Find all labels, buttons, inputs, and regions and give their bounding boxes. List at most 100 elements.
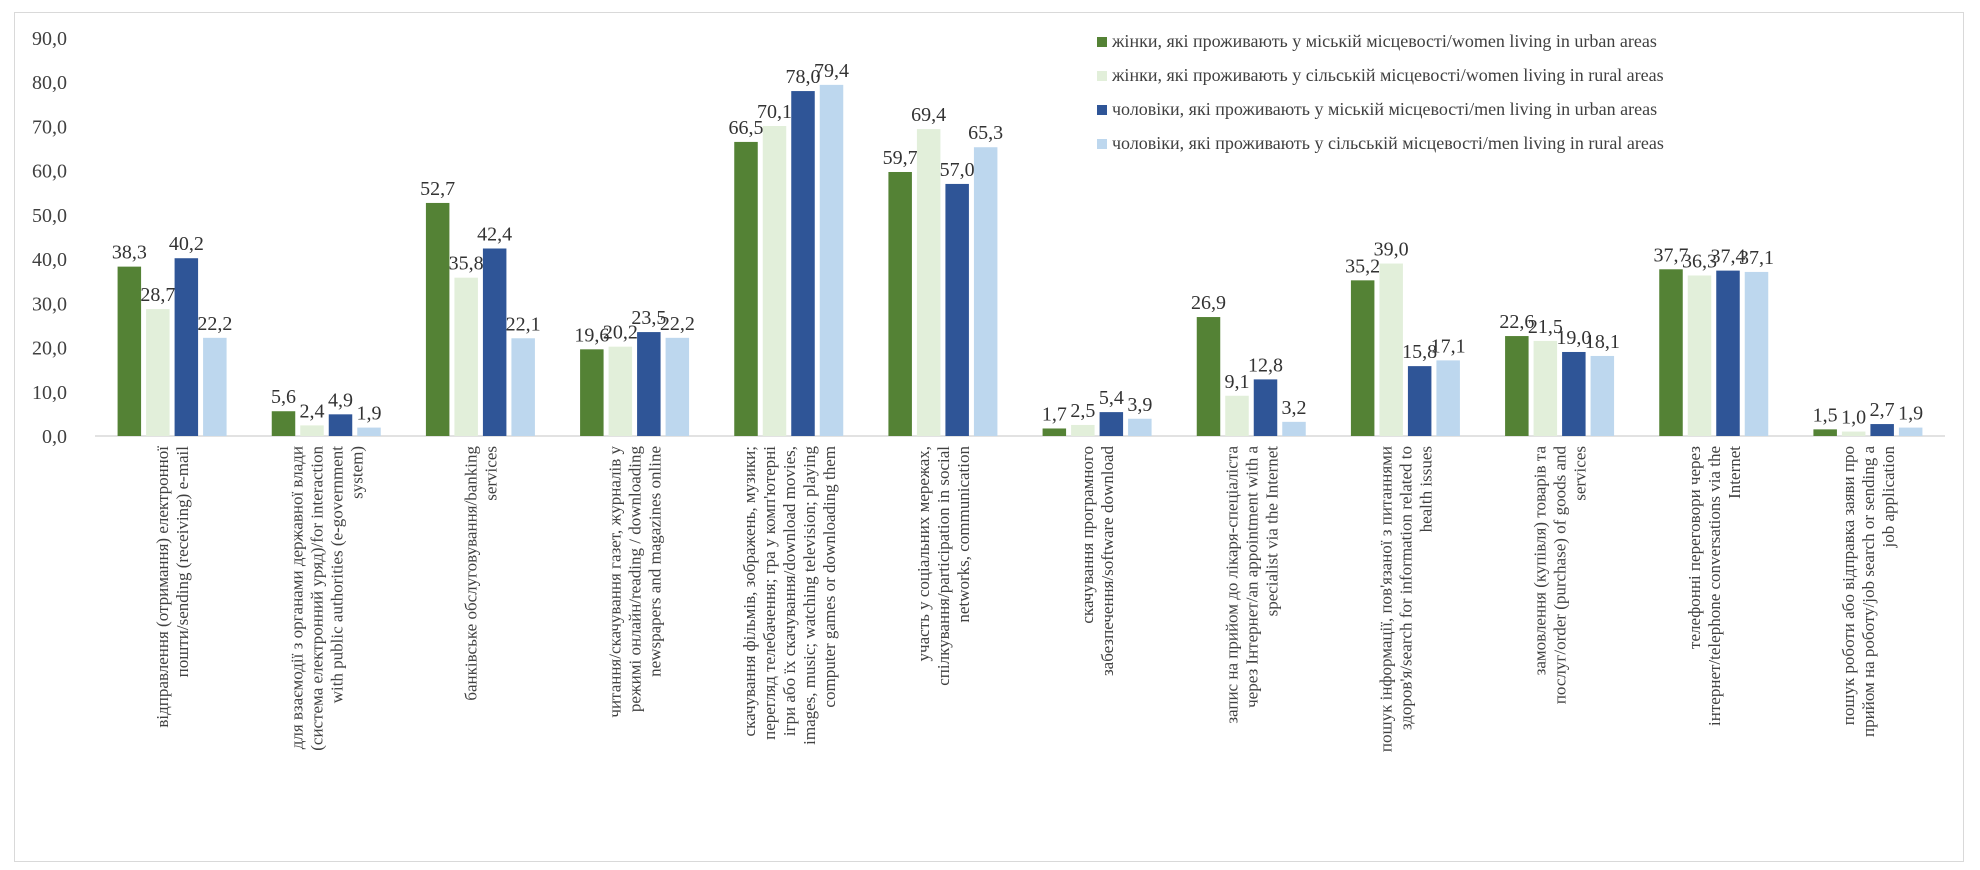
bar [1659, 269, 1683, 436]
legend-swatch [1097, 37, 1107, 47]
bar [1562, 352, 1586, 436]
bar [1043, 428, 1067, 436]
data-label: 39,0 [1374, 239, 1409, 261]
bar [203, 338, 227, 436]
y-tick-label: 50,0 [32, 205, 67, 227]
bar [1282, 422, 1306, 436]
category-label-line: відправлення (отримання) електронної [153, 446, 172, 728]
data-label: 1,7 [1042, 403, 1067, 425]
data-label: 18,1 [1585, 331, 1620, 353]
category-label-line: with public authorities (e-government [327, 446, 346, 704]
bar [1436, 360, 1460, 436]
bar-chart: 0,0 10,0 20,0 30,0 40,0 50,0 60,0 70,0 80,0 90,0 3… [15, 13, 1965, 863]
category-label: відправлення (отримання) електронної пошт… [153, 446, 192, 728]
data-label: 12,8 [1248, 354, 1283, 376]
bar [1745, 272, 1769, 436]
data-label: 52,7 [420, 178, 455, 200]
y-tick-label: 10,0 [32, 382, 67, 404]
data-label: 38,3 [112, 242, 147, 264]
bar [118, 267, 142, 436]
category-label-line: перегляд телебачення; гра у комп'ютерні [760, 446, 779, 740]
category-label-line: newspapers and magazines online [646, 446, 665, 677]
bar [1534, 341, 1558, 436]
category-label: читання/скачування газет, журналів у режи… [606, 446, 665, 718]
bar [974, 147, 998, 436]
bar [1408, 366, 1432, 436]
data-label: 1,9 [357, 403, 382, 425]
category-label: для взаємодії з органами державної влади… [287, 446, 366, 751]
bar [175, 258, 199, 436]
data-label: 37,1 [1739, 247, 1774, 269]
category-label: пошук роботи або відправка заяви про прий… [1839, 446, 1898, 737]
category-label: скачування фільмів, зображень, музики; пе… [740, 446, 839, 745]
y-tick-label: 30,0 [32, 293, 67, 315]
data-label: 4,9 [328, 389, 353, 411]
category-label-line: images, music; watching television; play… [800, 446, 819, 745]
category-label-line: участь у соціальних мережах, [914, 446, 933, 661]
category-label-line: specialist via the Internet [1262, 446, 1281, 617]
bar [609, 347, 633, 436]
category-label-line: job application [1879, 446, 1898, 549]
category-label-line: спілкування/participation in social [934, 446, 953, 686]
data-label: 57,0 [940, 159, 975, 181]
bar [1100, 412, 1124, 436]
bar [1813, 429, 1837, 436]
category-label: замовлення (купівля) товарів та послуг/or… [1531, 446, 1590, 705]
bar [1379, 264, 1403, 436]
category-label-line: телефонні переговори через [1685, 446, 1704, 649]
y-tick-label: 20,0 [32, 338, 67, 360]
category-label-line: ігри або їх скачування/download movies, [780, 446, 799, 736]
y-tick-label: 90,0 [32, 28, 67, 50]
data-label: 2,5 [1070, 400, 1095, 422]
bar [945, 184, 969, 436]
category-label-line: Internet [1725, 446, 1744, 499]
bar [888, 172, 912, 436]
data-label: 1,0 [1841, 407, 1866, 429]
y-tick-label: 80,0 [32, 72, 67, 94]
category-label-line: health issues [1416, 446, 1435, 532]
bar [1716, 271, 1740, 436]
chart-frame: 0,0 10,0 20,0 30,0 40,0 50,0 60,0 70,0 80,0 90,0 3… [14, 12, 1964, 862]
y-tick-label: 60,0 [32, 161, 67, 183]
category-label-line: пошук роботи або відправка заяви про [1839, 446, 1858, 725]
bar [146, 309, 170, 436]
bar [1870, 424, 1894, 436]
category-label: телефонні переговори через інтернет/telep… [1685, 446, 1744, 726]
category-label-line: пошти/sending (receiving) e-mail [173, 446, 192, 678]
category-label-line: здоров'я/search for information related … [1396, 446, 1415, 730]
bar [300, 425, 324, 436]
category-label-line: скачування програмного [1078, 446, 1097, 624]
category-label-line: (система електронний уряд)/for interacti… [307, 446, 326, 751]
data-label: 1,9 [1898, 403, 1923, 425]
bar [1071, 425, 1095, 436]
bar [1128, 419, 1152, 436]
y-tick-label: 40,0 [32, 249, 67, 271]
category-label-line: забезпечення/software download [1098, 446, 1117, 677]
category-label: запис на прийом до лікаря-спеціаліста чер… [1222, 446, 1281, 724]
legend-swatch [1097, 71, 1107, 81]
bar [580, 349, 604, 436]
bar [357, 428, 381, 436]
bar [763, 126, 787, 436]
bar [637, 332, 661, 436]
category-label: банківське обслуговування/banking service… [461, 446, 500, 701]
y-tick-label: 0,0 [42, 426, 67, 448]
bar [791, 91, 815, 436]
bar [483, 248, 507, 436]
bar [454, 278, 478, 436]
category-label-line: services [1571, 446, 1590, 501]
category-label-line: для взаємодії з органами державної влади [287, 446, 306, 749]
data-label: 2,4 [300, 400, 325, 422]
bar [917, 129, 941, 436]
data-label: 1,5 [1813, 404, 1838, 426]
legend-label: чоловіки, які проживають у сільській міс… [1112, 133, 1664, 153]
data-label: 65,3 [968, 122, 1003, 144]
category-label-line: computer games or downloading them [820, 446, 839, 708]
bar [1197, 317, 1221, 436]
bar [1591, 356, 1615, 436]
category-label-line: services [481, 446, 500, 501]
data-label: 79,4 [814, 60, 849, 82]
category-label-line: пошук інформації, пов'язаної з питаннями [1376, 446, 1395, 752]
data-label: 69,4 [911, 104, 946, 126]
bar [329, 414, 353, 436]
